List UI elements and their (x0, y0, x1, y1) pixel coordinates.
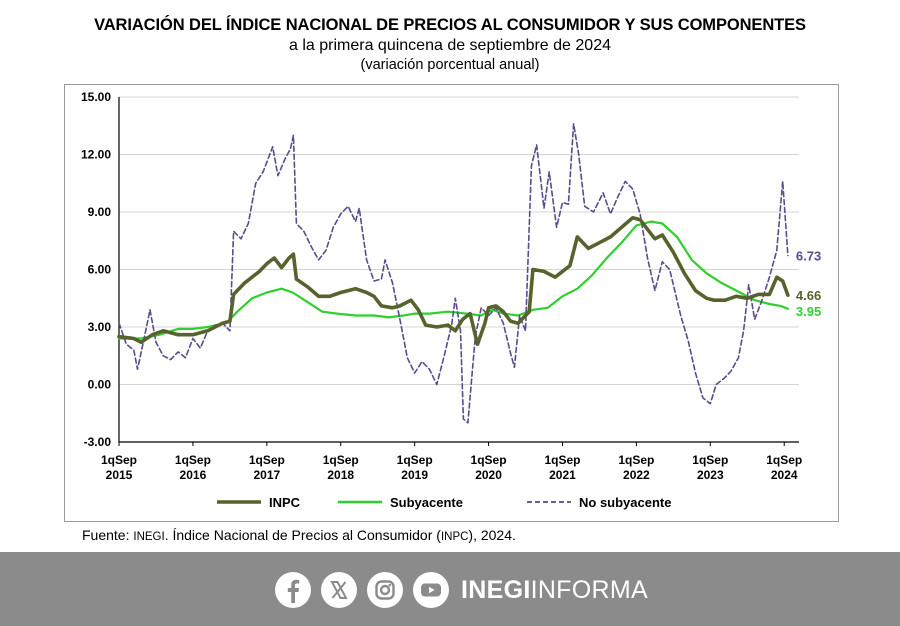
legend-label-no-subyacente: No subyacente (579, 495, 671, 510)
source-abbr: INPC (440, 531, 469, 543)
chart-subtitle: a la primera quincena de septiembre de 2… (289, 37, 611, 54)
source-mid: . Índice Nacional de Precios al Consumid… (164, 527, 441, 543)
x-tick-label: 1qSep (692, 453, 728, 467)
facebook-icon[interactable] (275, 572, 311, 608)
x-tick-label: 1qSep (618, 453, 654, 467)
x-tick-label: 1qSep (766, 453, 802, 467)
x-tick-year: 2020 (475, 468, 502, 482)
end-label-inpc: 4.66 (796, 288, 821, 303)
x-tick-year: 2021 (549, 468, 576, 482)
x-tick-year: 2018 (327, 468, 354, 482)
x-tick-year: 2022 (623, 468, 650, 482)
chart-panel: 15.00 12.00 9.00 6.00 3.00 0.00 -3.00 1qSep 2015… (64, 84, 839, 522)
x-icon[interactable] (321, 572, 357, 608)
legend-label-subyacente: Subyacente (390, 495, 463, 510)
end-label-subyacente: 3.95 (796, 304, 821, 319)
chart-unit: (variación porcentual anual) (360, 57, 540, 73)
x-tick-label: 1qSep (323, 453, 359, 467)
series-line-no-subyacente (118, 123, 789, 424)
brand-bold: INEGI (461, 576, 531, 604)
y-tick-label: 9.00 (88, 205, 112, 219)
instagram-icon[interactable] (367, 572, 403, 608)
y-tick-label: 0.00 (88, 378, 112, 392)
x-tick-year: 2023 (697, 468, 724, 482)
youtube-icon[interactable] (413, 572, 449, 608)
y-tick-label: 15.00 (81, 90, 111, 104)
footer-bar: INEGIINFORMA (0, 552, 900, 626)
x-tick-label: 1qSep (471, 453, 507, 467)
x-tick-year: 2024 (771, 468, 798, 482)
x-tick-year: 2016 (180, 468, 207, 482)
series-line-subyacente (117, 220, 789, 340)
x-tick-label: 1qSep (397, 453, 433, 467)
y-tick-label: 12.00 (81, 148, 111, 162)
source-prefix: Fuente: (82, 527, 134, 543)
x-tick-year: 2019 (401, 468, 428, 482)
x-tick-label: 1qSep (175, 453, 211, 467)
brand-wordmark: INEGIINFORMA (461, 576, 648, 605)
line-chart: 15.0012.009.006.003.000.00-3.001qSep2015… (81, 90, 821, 510)
source-suffix: ), 2024. (468, 527, 516, 543)
title-block: VARIACIÓN DEL ÍNDICE NACIONAL DE PRECIOS… (0, 16, 900, 73)
x-tick-label: 1qSep (249, 453, 285, 467)
x-tick-label: 1qSep (101, 453, 137, 467)
legend-label-inpc: INPC (269, 495, 301, 510)
y-tick-label: -3.00 (84, 435, 112, 449)
y-tick-label: 3.00 (88, 320, 112, 334)
series-line-inpc (117, 216, 790, 347)
source-org: INEGI (133, 531, 165, 543)
end-label-no-subyacente: 6.73 (796, 249, 821, 264)
chart-title: VARIACIÓN DEL ÍNDICE NACIONAL DE PRECIOS… (94, 16, 806, 34)
source-note: Fuente: INEGI. Índice Nacional de Precio… (82, 527, 516, 543)
brand-light: INFORMA (530, 576, 648, 604)
y-tick-label: 6.00 (88, 263, 112, 277)
x-tick-label: 1qSep (544, 453, 580, 467)
x-tick-year: 2017 (253, 468, 280, 482)
x-tick-year: 2015 (106, 468, 133, 482)
